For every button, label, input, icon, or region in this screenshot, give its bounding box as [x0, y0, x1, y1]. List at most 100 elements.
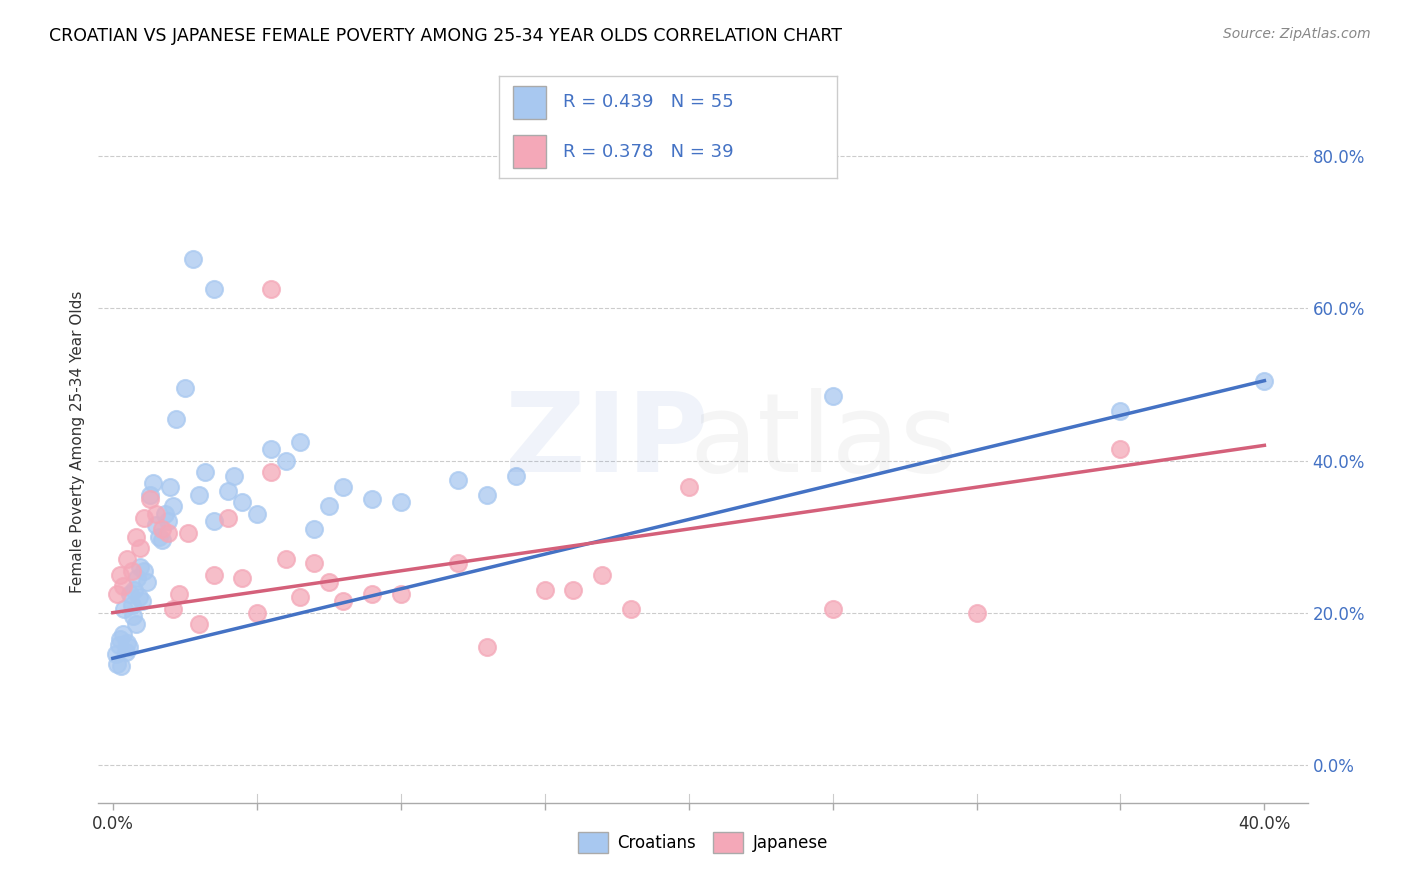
Text: atlas: atlas — [690, 388, 957, 495]
Point — [162, 499, 184, 513]
Point — [159, 480, 181, 494]
Point — [194, 465, 217, 479]
Point — [1253, 374, 1275, 388]
Point — [1109, 442, 1132, 457]
Point — [288, 591, 311, 605]
Point — [332, 480, 354, 494]
Point — [150, 533, 173, 548]
Point — [361, 491, 384, 506]
Point — [821, 389, 844, 403]
Point — [156, 525, 179, 540]
Point — [127, 571, 149, 585]
Point — [231, 571, 253, 585]
FancyBboxPatch shape — [513, 87, 547, 119]
Point — [318, 499, 340, 513]
Point — [389, 495, 412, 509]
Point — [288, 434, 311, 449]
Point — [118, 640, 141, 654]
Point — [108, 632, 131, 647]
Point — [188, 617, 211, 632]
Text: R = 0.439   N = 55: R = 0.439 N = 55 — [564, 94, 734, 112]
Point — [274, 552, 297, 566]
Point — [121, 598, 143, 612]
Point — [110, 659, 132, 673]
Point — [447, 556, 470, 570]
Point — [332, 594, 354, 608]
Y-axis label: Female Poverty Among 25-34 Year Olds: Female Poverty Among 25-34 Year Olds — [69, 291, 84, 592]
Text: Source: ZipAtlas.com: Source: ZipAtlas.com — [1223, 27, 1371, 41]
Point — [115, 636, 138, 650]
Point — [202, 567, 225, 582]
Point — [145, 518, 167, 533]
Point — [475, 640, 498, 654]
Point — [966, 606, 988, 620]
Point — [148, 530, 170, 544]
Point — [107, 638, 129, 652]
Point — [217, 483, 239, 498]
Point — [145, 507, 167, 521]
Point — [222, 468, 245, 483]
Point — [1109, 404, 1132, 418]
Point — [139, 491, 162, 506]
Point — [105, 657, 128, 672]
Point — [150, 522, 173, 536]
Point — [165, 411, 187, 425]
Point — [176, 525, 198, 540]
Point — [505, 468, 527, 483]
Point — [246, 507, 269, 521]
Point — [104, 648, 127, 662]
Point — [202, 515, 225, 529]
Point — [246, 606, 269, 620]
Point — [124, 582, 146, 597]
Legend: Croatians, Japanese: Croatians, Japanese — [571, 826, 835, 860]
Point — [156, 515, 179, 529]
FancyBboxPatch shape — [513, 136, 547, 168]
Point — [122, 609, 145, 624]
Point — [202, 282, 225, 296]
Point — [129, 560, 152, 574]
Point — [134, 510, 156, 524]
Point — [114, 645, 136, 659]
Point — [274, 453, 297, 467]
Point — [153, 507, 176, 521]
Point — [121, 564, 143, 578]
Point — [260, 442, 283, 457]
Text: ZIP: ZIP — [505, 388, 709, 495]
Point — [136, 575, 159, 590]
Point — [173, 381, 195, 395]
Point — [134, 564, 156, 578]
Point — [112, 602, 135, 616]
Point — [125, 617, 148, 632]
Point — [447, 473, 470, 487]
Point — [115, 552, 138, 566]
Point — [111, 627, 134, 641]
Point — [361, 587, 384, 601]
Point — [188, 488, 211, 502]
Point — [620, 602, 643, 616]
Point — [260, 465, 283, 479]
Point — [142, 476, 165, 491]
Point — [139, 488, 162, 502]
Point — [562, 582, 585, 597]
Point — [591, 567, 613, 582]
Point — [162, 602, 184, 616]
Point — [111, 579, 134, 593]
Point — [125, 530, 148, 544]
Point — [105, 587, 128, 601]
Point — [231, 495, 253, 509]
Point — [120, 587, 142, 601]
Point — [475, 488, 498, 502]
Point — [183, 252, 205, 266]
Point — [260, 282, 283, 296]
Point — [131, 594, 153, 608]
Point — [533, 582, 555, 597]
Point — [167, 587, 190, 601]
Text: R = 0.378   N = 39: R = 0.378 N = 39 — [564, 143, 734, 161]
Point — [821, 602, 844, 616]
Point — [389, 587, 412, 601]
Point — [318, 575, 340, 590]
Point — [678, 480, 700, 494]
Point — [108, 567, 131, 582]
Point — [129, 541, 152, 555]
Point — [217, 510, 239, 524]
